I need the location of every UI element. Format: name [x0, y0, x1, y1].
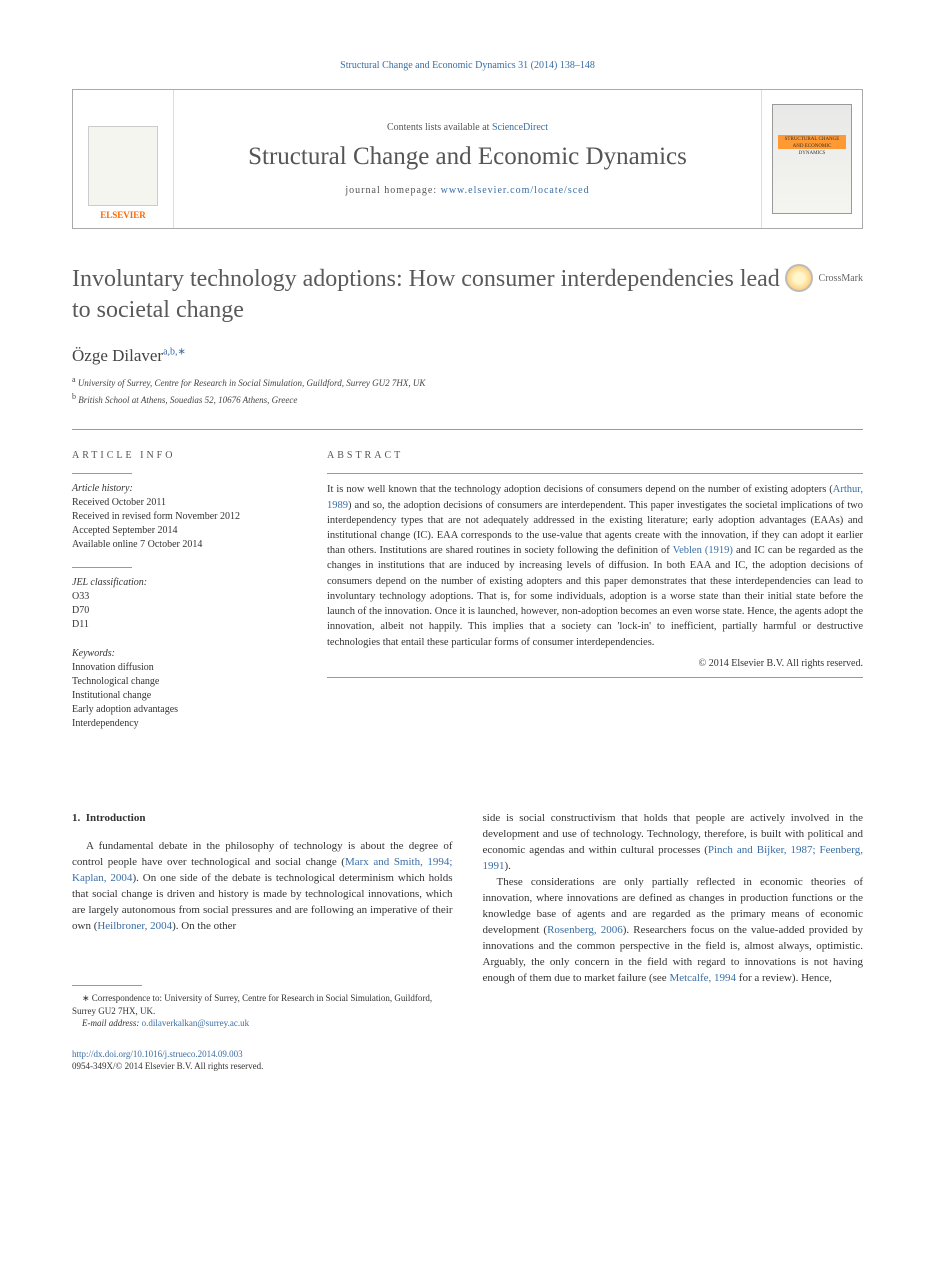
issn-copyright: 0954-349X/© 2014 Elsevier B.V. All right…	[72, 1061, 263, 1071]
jel-code: D70	[72, 604, 297, 618]
section-title: Introduction	[86, 812, 146, 824]
keywords-label: Keywords:	[72, 647, 297, 661]
citation-link[interactable]: Heilbroner, 2004	[97, 920, 172, 932]
history-item: Received in revised form November 2012	[72, 510, 297, 524]
crossmark-icon	[785, 264, 813, 292]
email-footnote: E-mail address: o.dilaverkalkan@surrey.a…	[72, 1017, 453, 1030]
journal-homepage-line: journal homepage: www.elsevier.com/locat…	[345, 185, 589, 196]
keywords-block: Keywords: Innovation diffusion Technolog…	[72, 647, 297, 731]
abstract-text: It is now well known that the technology…	[327, 482, 863, 649]
elsevier-tree-illustration	[88, 126, 158, 206]
author-name: Özge Dilaver	[72, 346, 163, 365]
author-line: Özge Dilavera,b,∗	[72, 346, 863, 366]
abstract-block: abstract It is now well known that the t…	[327, 450, 863, 746]
citation-link[interactable]: Veblen (1919)	[673, 545, 733, 556]
author-marks: a,b,∗	[163, 347, 186, 358]
abstract-span: It is now well known that the technology…	[327, 484, 833, 495]
affil-text: British School at Athens, Souedias 52, 1…	[78, 395, 297, 405]
affiliation-b: b British School at Athens, Souedias 52,…	[72, 391, 863, 408]
publisher-block: ELSEVIER	[73, 90, 173, 228]
history-label: Article history:	[72, 482, 297, 496]
right-column: side is social constructivism that holds…	[483, 811, 864, 1029]
divider	[72, 473, 132, 474]
affil-text: University of Surrey, Centre for Researc…	[78, 378, 426, 388]
footnote-separator	[72, 985, 142, 986]
article-info-heading: article info	[72, 450, 297, 461]
jel-label: JEL classification:	[72, 576, 297, 590]
journal-title: Structural Change and Economic Dynamics	[248, 143, 687, 171]
affiliations: a University of Surrey, Centre for Resea…	[72, 374, 863, 407]
homepage-prefix: journal homepage:	[345, 185, 440, 196]
left-column: 1. Introduction A fundamental debate in …	[72, 811, 453, 1029]
text-span: ). On the other	[172, 920, 236, 932]
keyword: Institutional change	[72, 689, 297, 703]
affiliation-a: a University of Surrey, Centre for Resea…	[72, 374, 863, 391]
body-paragraph: These considerations are only partially …	[483, 875, 864, 987]
journal-header: ELSEVIER Contents lists available at Sci…	[72, 89, 863, 229]
body-paragraph: A fundamental debate in the philosophy o…	[72, 839, 453, 935]
jel-code: D11	[72, 618, 297, 632]
divider	[327, 473, 863, 474]
page-footer: http://dx.doi.org/10.1016/j.strueco.2014…	[72, 1048, 863, 1073]
header-center: Contents lists available at ScienceDirec…	[173, 90, 762, 228]
history-item: Accepted September 2014	[72, 524, 297, 538]
keyword: Technological change	[72, 675, 297, 689]
affil-mark: a	[72, 375, 76, 384]
abstract-heading: abstract	[327, 450, 863, 461]
affil-mark: b	[72, 392, 76, 401]
correspondence-footnote: ∗ Correspondence to: University of Surre…	[72, 992, 453, 1017]
history-item: Received October 2011	[72, 496, 297, 510]
cover-title-stripe: STRUCTURAL CHANGE AND ECONOMIC DYNAMICS	[778, 135, 846, 149]
citation-link[interactable]: Rosenberg, 2006	[547, 924, 623, 936]
citation-link[interactable]: Metcalfe, 1994	[669, 972, 736, 984]
sciencedirect-link[interactable]: ScienceDirect	[492, 122, 548, 133]
contents-prefix: Contents lists available at	[387, 122, 492, 133]
article-history-block: Article history: Received October 2011 R…	[72, 482, 297, 552]
journal-homepage-link[interactable]: www.elsevier.com/locate/sced	[441, 185, 590, 196]
jel-block: JEL classification: O33 D70 D11	[72, 576, 297, 632]
keyword: Early adoption advantages	[72, 703, 297, 717]
keyword: Innovation diffusion	[72, 661, 297, 675]
abstract-span: and IC can be regarded as the changes in…	[327, 545, 863, 647]
section-heading: 1. Introduction	[72, 811, 453, 827]
divider	[327, 677, 863, 678]
text-span: ).	[505, 860, 511, 872]
contents-lists-line: Contents lists available at ScienceDirec…	[387, 122, 548, 133]
elsevier-logo: ELSEVIER	[100, 210, 146, 220]
text-span: for a review). Hence,	[736, 972, 832, 984]
history-item: Available online 7 October 2014	[72, 538, 297, 552]
keyword: Interdependency	[72, 717, 297, 731]
article-info-sidebar: article info Article history: Received O…	[72, 450, 297, 746]
top-citation: Structural Change and Economic Dynamics …	[72, 60, 863, 71]
abstract-copyright: © 2014 Elsevier B.V. All rights reserved…	[327, 658, 863, 669]
crossmark-badge[interactable]: CrossMark	[785, 264, 863, 292]
divider	[72, 567, 132, 568]
body-paragraph: side is social constructivism that holds…	[483, 811, 864, 875]
email-link[interactable]: o.dilaverkalkan@surrey.ac.uk	[142, 1018, 249, 1028]
section-number: 1.	[72, 812, 80, 824]
jel-code: O33	[72, 590, 297, 604]
doi-link[interactable]: http://dx.doi.org/10.1016/j.strueco.2014…	[72, 1049, 243, 1059]
cover-thumbnail-block: STRUCTURAL CHANGE AND ECONOMIC DYNAMICS	[762, 90, 862, 228]
body-columns: 1. Introduction A fundamental debate in …	[72, 811, 863, 1029]
crossmark-label: CrossMark	[819, 273, 863, 284]
journal-cover-thumbnail: STRUCTURAL CHANGE AND ECONOMIC DYNAMICS	[772, 104, 852, 214]
email-label: E-mail address:	[82, 1018, 139, 1028]
article-title: Involuntary technology adoptions: How co…	[72, 264, 785, 326]
